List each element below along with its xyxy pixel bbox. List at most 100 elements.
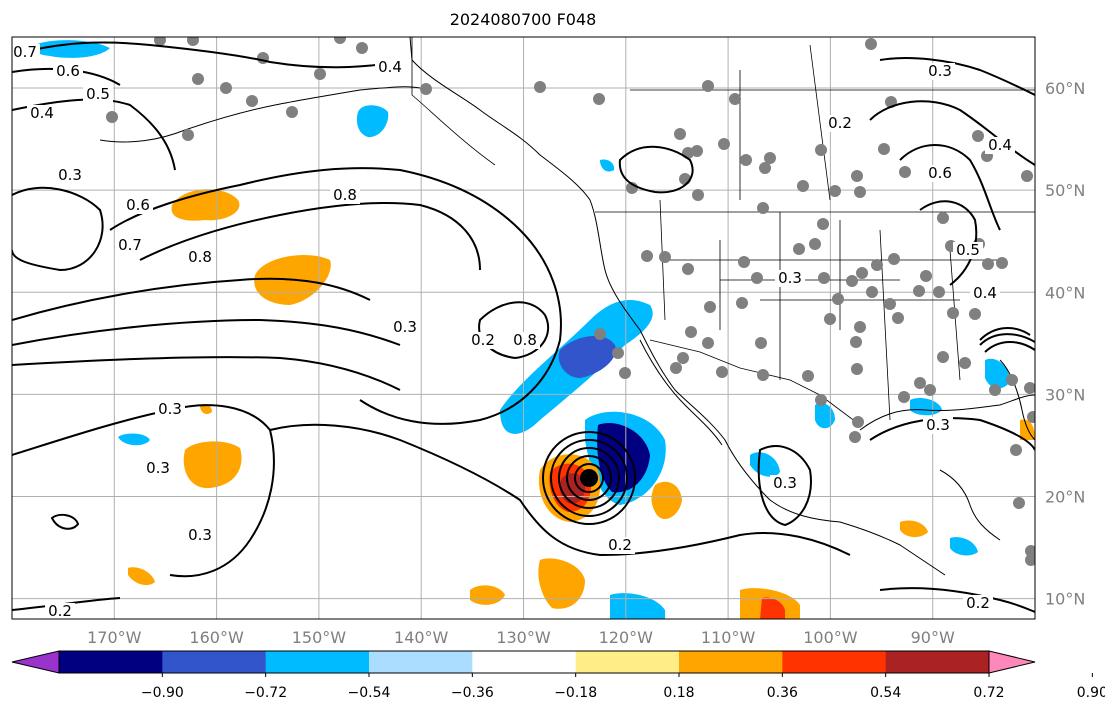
contour-label: 0.7 <box>118 236 142 254</box>
longitude-label: 170°W <box>87 628 142 647</box>
station-dot <box>1010 444 1022 456</box>
shade-blob <box>538 558 585 609</box>
station-dot <box>849 431 861 443</box>
station-dot <box>682 147 694 159</box>
colorbar-under-triangle <box>11 650 60 674</box>
contour-line <box>618 145 694 194</box>
station-dot <box>641 250 653 262</box>
contour-label: 0.5 <box>86 85 110 103</box>
station-dot <box>797 180 809 192</box>
station-dot <box>854 321 866 333</box>
station-dot <box>692 189 704 201</box>
station-dot <box>593 93 605 105</box>
station-dot <box>670 362 682 374</box>
colorbar-tick-label: −0.18 <box>554 685 597 701</box>
latitude-label: 60°N <box>1045 79 1085 98</box>
station-dot <box>674 128 686 140</box>
contour-label: 0.3 <box>393 318 417 336</box>
colorbar-tick-label: 0.90 <box>1077 685 1105 701</box>
contour-label-bg <box>185 249 215 266</box>
contour-label-bg <box>925 63 955 80</box>
contour-label: 0.3 <box>926 416 950 434</box>
contour-label-bg <box>45 603 75 619</box>
contour-label: 0.8 <box>333 186 357 204</box>
contour-label-bg <box>330 187 360 204</box>
station-dot <box>937 212 949 224</box>
colorbar-segment <box>59 651 163 673</box>
station-dot <box>996 257 1008 269</box>
station-dot <box>764 152 776 164</box>
contour-label: 0.3 <box>146 459 170 477</box>
station-dot <box>751 272 763 284</box>
contour-line <box>12 404 275 578</box>
station-dot <box>679 173 691 185</box>
shade-blob <box>183 441 242 489</box>
longitude-labels: 170°W 160°W 150°W 140°W 130°W 120°W 110°W 100°W… <box>87 628 955 647</box>
shade-blob <box>356 105 389 138</box>
station-dot <box>534 81 546 93</box>
contour-line <box>979 327 1035 353</box>
station-dot <box>818 272 830 284</box>
station-dot <box>192 73 204 85</box>
contour-label: 0.8 <box>188 248 212 266</box>
station-dot <box>793 243 805 255</box>
colorbar <box>11 650 1036 674</box>
station-dot <box>1025 545 1035 557</box>
station-dot <box>933 286 945 298</box>
station-dot <box>738 256 750 268</box>
station-dot <box>865 38 877 50</box>
contour-label: 0.7 <box>13 43 37 61</box>
station-dot <box>612 347 624 359</box>
station-dot <box>856 267 868 279</box>
longitude-label: 120°W <box>599 628 654 647</box>
station-dot <box>1013 497 1025 509</box>
colorbar-tick-label: −0.54 <box>348 685 391 701</box>
station-dot <box>899 166 911 178</box>
baja-coast <box>639 339 723 446</box>
shade-blob <box>985 358 1010 389</box>
longitude-label: 90°W <box>911 628 955 647</box>
cyclone-contour <box>558 447 620 509</box>
station-dot <box>892 312 904 324</box>
station-dot <box>729 93 741 105</box>
north-america-coast <box>409 37 946 576</box>
shade-blob <box>118 433 150 446</box>
contour-label: 0.2 <box>966 594 990 612</box>
station-dot <box>817 218 829 230</box>
station-dot <box>420 83 432 95</box>
contour-label: 0.2 <box>48 602 72 620</box>
contour-line <box>879 57 1035 96</box>
station-dot <box>850 336 862 348</box>
contour-line <box>12 356 401 391</box>
station-dot <box>182 129 194 141</box>
station-dot <box>815 144 827 156</box>
station-dot <box>878 143 890 155</box>
contour-label-bg <box>963 595 993 612</box>
contour-line <box>899 144 1001 231</box>
contour-line <box>757 445 812 527</box>
latitude-label: 10°N <box>1045 590 1085 609</box>
station-dot <box>1006 374 1018 386</box>
station-dot <box>187 37 199 46</box>
station-dot <box>246 95 258 107</box>
colorbar-tick-label: 0.72 <box>973 685 1004 701</box>
shade-blob <box>610 593 665 619</box>
contour-label-bg <box>510 332 540 349</box>
colorbar-tick-label: −0.36 <box>451 685 494 701</box>
contour-label: 0.2 <box>828 114 852 132</box>
colorbar-segment <box>782 651 887 673</box>
contour-label-bg <box>53 63 83 80</box>
longitude-label: 150°W <box>292 628 347 647</box>
station-dot <box>286 106 298 118</box>
shade-blob <box>128 567 155 586</box>
alaska-canada-border <box>411 37 496 166</box>
station-dot <box>220 82 232 94</box>
contour-line <box>12 277 371 321</box>
map-panel: 0.7 0.6 0.5 0.4 0.3 0.6 0.7 0.8 0.8 0.4 0.3 0.3 0.3 0… <box>12 37 1035 620</box>
shade-blob <box>760 597 785 619</box>
station-dot <box>913 285 925 297</box>
station-dot <box>871 259 883 271</box>
contour-label: 0.3 <box>928 62 952 80</box>
latitude-label: 20°N <box>1045 487 1085 506</box>
